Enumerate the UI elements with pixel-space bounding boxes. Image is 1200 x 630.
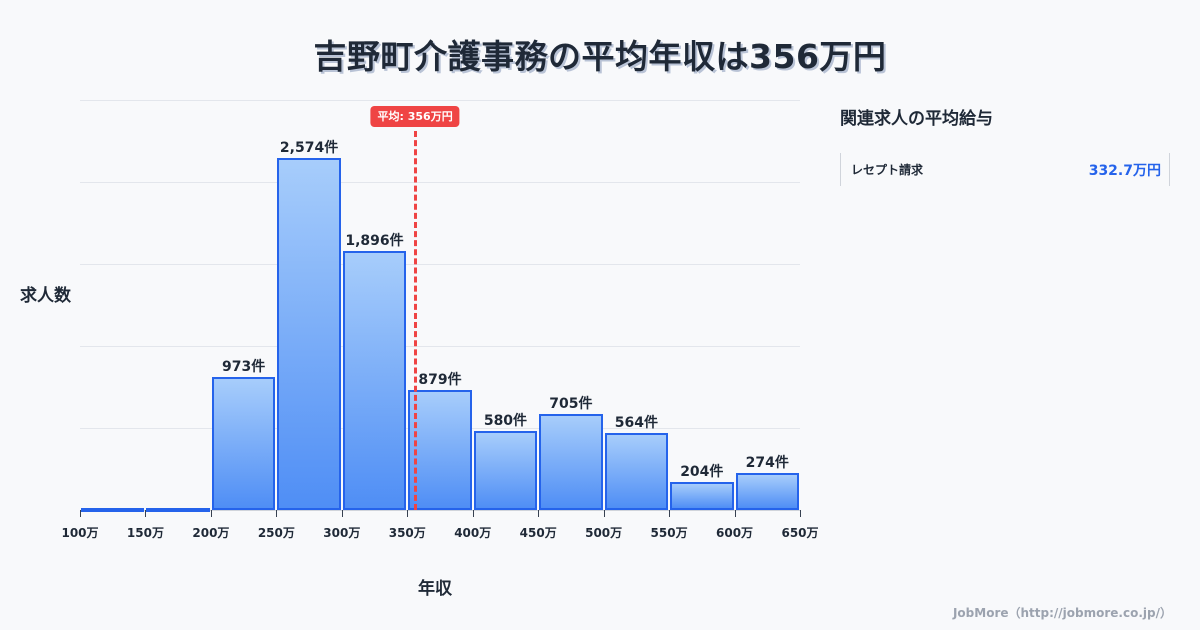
x-tick-label: 550万	[650, 526, 688, 540]
x-tick-label: 350万	[388, 526, 426, 540]
bar-value-label: 879件	[418, 371, 462, 388]
histogram-bar[interactable]	[539, 413, 603, 510]
x-tick-mark	[800, 510, 801, 517]
average-badge: 平均: 356万円	[370, 106, 460, 127]
histogram-bar[interactable]	[81, 508, 145, 512]
x-tick-label: 400万	[454, 526, 492, 540]
x-tick-mark	[145, 510, 147, 517]
x-tick-label: 250万	[257, 526, 295, 540]
bar-value-label: 204件	[680, 464, 724, 481]
bar-value-label: 973件	[222, 359, 266, 376]
y-axis-label: 求人数	[20, 286, 71, 306]
x-tick-mark	[407, 510, 409, 517]
x-tick-label: 200万	[192, 526, 230, 540]
x-tick-label: 600万	[716, 526, 754, 540]
x-tick-label: 500万	[585, 526, 623, 540]
x-tick-mark	[603, 510, 605, 517]
x-tick-mark	[472, 510, 474, 517]
gridline	[80, 346, 800, 347]
histogram-bar[interactable]	[473, 430, 538, 510]
histogram-bar[interactable]	[146, 508, 210, 512]
x-tick-label: 650万	[781, 526, 819, 540]
related-job-salary: 332.7万円	[1088, 163, 1161, 179]
x-axis-line	[80, 510, 800, 511]
histogram-bar[interactable]	[408, 389, 472, 510]
histogram-bar[interactable]	[735, 472, 799, 510]
x-tick-label: 100万	[61, 526, 99, 540]
x-tick-mark	[210, 510, 212, 517]
histogram-bar[interactable]	[211, 377, 276, 510]
related-salary-item[interactable]: レセプト請求 332.7万円	[840, 153, 1170, 186]
page-title: 吉野町介護事務の平均年収は356万円	[313, 37, 887, 76]
x-tick-mark	[734, 510, 736, 517]
x-tick-mark	[669, 510, 671, 517]
x-tick-mark	[276, 510, 278, 517]
gridline	[80, 182, 800, 183]
x-tick-label: 150万	[126, 526, 164, 540]
x-axis-label: 年収	[418, 579, 452, 599]
x-tick-mark	[341, 510, 343, 517]
histogram-bar[interactable]	[342, 250, 407, 510]
histogram-bar[interactable]	[670, 482, 734, 510]
histogram-chart: 973件 2,574件 1,896件 879件 580件 705件 564件 204件 274件…	[20, 100, 819, 599]
bar-value-label: 2,574件	[279, 140, 339, 157]
related-salary-title: 関連求人の平均給与	[840, 109, 993, 129]
x-tick-label: 450万	[519, 526, 557, 540]
bar-value-label: 580件	[483, 412, 528, 429]
bar-value-label: 274件	[745, 454, 789, 471]
bar-value-label: 1,896件	[345, 232, 404, 249]
related-salary-panel: 関連求人の平均給与 レセプト請求 332.7万円	[840, 104, 1170, 186]
x-tick-mark	[80, 510, 81, 517]
histogram-bar[interactable]	[277, 158, 341, 510]
gridline	[80, 264, 800, 265]
gridline	[80, 100, 800, 101]
bar-value-label: 705件	[549, 395, 593, 412]
histogram-bar[interactable]	[604, 432, 669, 510]
average-line	[414, 131, 418, 510]
x-tick-mark	[538, 510, 540, 517]
related-job-name: レセプト請求	[851, 163, 924, 177]
bar-value-label: 564件	[614, 414, 658, 431]
x-tick-label: 300万	[323, 526, 361, 540]
footer-credit: JobMore（http://jobmore.co.jp/）	[952, 606, 1172, 620]
